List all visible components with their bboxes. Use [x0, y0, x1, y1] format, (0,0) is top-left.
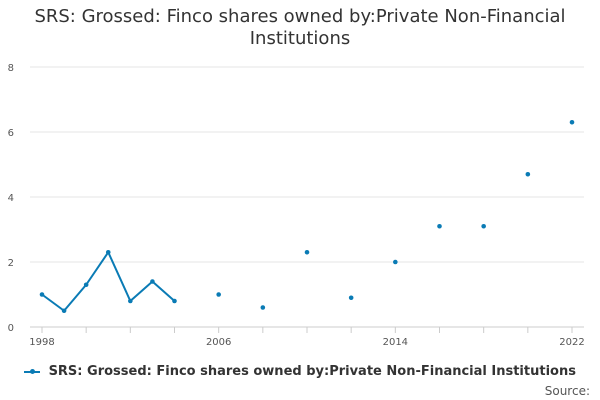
series-points	[39, 119, 575, 314]
series-segment-1999-2000	[63, 283, 88, 312]
data-point-1999[interactable]	[61, 308, 67, 314]
chart-title-line-2: Institutions	[249, 28, 351, 49]
x-tick-label-2014: 2014	[383, 337, 408, 348]
data-point-2010[interactable]	[304, 249, 310, 255]
chart-title: SRS: Grossed: Finco shares owned by:Priv…	[0, 6, 600, 50]
data-point-2000[interactable]	[83, 282, 89, 288]
series-segment-1998-1999	[41, 293, 66, 312]
y-tick-label-0: 0	[8, 323, 14, 334]
data-point-1998[interactable]	[39, 292, 45, 297]
series-lines	[41, 251, 176, 312]
y-tick-label-2: 2	[8, 258, 14, 269]
data-point-2012[interactable]	[348, 295, 354, 301]
series-segment-2003-2004	[151, 280, 176, 302]
x-tick-label-2022: 2022	[559, 337, 584, 348]
series-segment-2001-2002	[107, 251, 132, 302]
data-point-2004[interactable]	[172, 298, 177, 304]
legend-swatch-icon	[24, 368, 41, 374]
legend[interactable]: SRS: Grossed: Finco shares owned by:Priv…	[0, 364, 600, 379]
y-tick-label-4: 4	[8, 193, 14, 204]
data-point-2002[interactable]	[128, 298, 133, 304]
data-point-2014[interactable]	[393, 259, 398, 265]
legend-label: SRS: Grossed: Finco shares owned by:Priv…	[48, 364, 576, 379]
data-point-2006[interactable]	[216, 292, 221, 297]
series-segment-2002-2003	[129, 280, 154, 302]
data-point-2001[interactable]	[105, 249, 111, 255]
y-tick-label-8: 8	[8, 63, 14, 74]
series-segment-2000-2001	[85, 251, 110, 286]
chart-title-line-1: SRS: Grossed: Finco shares owned by:Priv…	[34, 6, 566, 27]
x-tick-label-2006: 2006	[206, 337, 231, 348]
axes: 0 2 4 6 8 1998 2006 2014 2022	[8, 63, 585, 348]
x-tick-label-1998: 1998	[29, 337, 54, 348]
gridlines	[30, 66, 584, 263]
data-point-2016[interactable]	[437, 223, 442, 229]
data-point-2018[interactable]	[481, 223, 486, 229]
data-point-2020[interactable]	[525, 171, 531, 177]
data-point-2003[interactable]	[150, 279, 155, 284]
data-point-2008[interactable]	[260, 305, 266, 310]
data-point-2022[interactable]	[569, 119, 575, 125]
y-tick-label-6: 6	[8, 128, 14, 139]
source-label: Source:	[544, 384, 590, 398]
